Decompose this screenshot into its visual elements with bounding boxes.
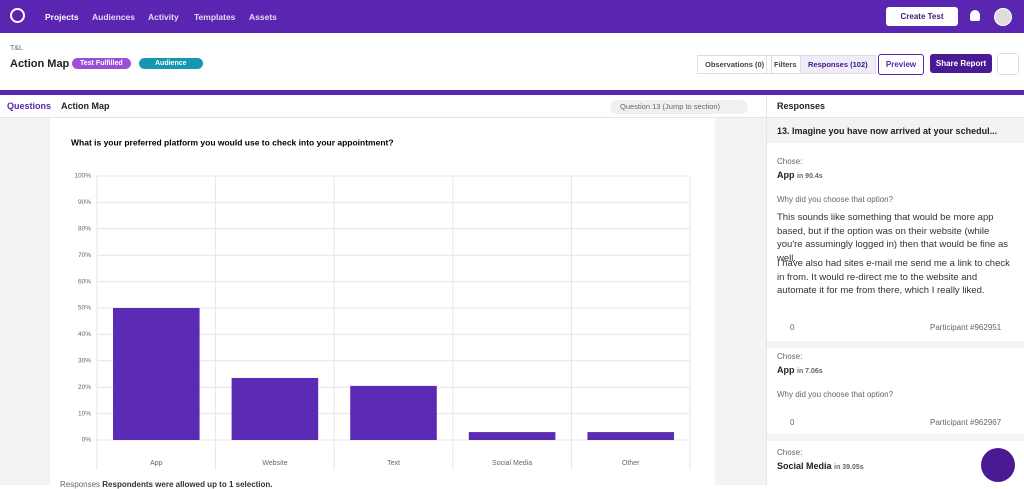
time: in 7.06s — [797, 368, 823, 375]
y-tick-label: 60% — [78, 278, 91, 285]
rule — [766, 95, 767, 485]
y-tick-label: 50% — [78, 305, 91, 312]
tab[interactable]: Responses (102) — [800, 55, 876, 74]
avatar[interactable] — [994, 8, 1012, 26]
y-tick-label: 10% — [78, 410, 91, 417]
chat-button[interactable] — [981, 448, 1015, 482]
rule — [0, 117, 1024, 118]
nav-item[interactable]: Activity — [148, 12, 179, 22]
likes[interactable]: 0 — [790, 418, 795, 427]
x-tick-label: Website — [262, 460, 287, 467]
participant[interactable]: Participant #962967 — [930, 418, 1002, 427]
share-button[interactable]: Share Report — [930, 54, 992, 73]
tab[interactable]: Filters — [766, 55, 805, 74]
time: in 39.05s — [834, 464, 864, 471]
separator — [767, 341, 1024, 348]
panel-title: Responses — [777, 101, 826, 111]
chart-title: What is your preferred platform you woul… — [71, 137, 394, 147]
panel-question: 13. Imagine you have now arrived at your… — [777, 126, 998, 136]
question-jump[interactable]: Question 13 (Jump to section) — [610, 100, 748, 114]
nav-item[interactable]: Audiences — [92, 12, 135, 22]
why-label: Why did you choose that option? — [777, 195, 894, 204]
likes[interactable]: 0 — [790, 323, 795, 332]
y-tick-label: 70% — [78, 252, 91, 259]
y-tick-label: 0% — [82, 437, 92, 444]
x-tick-label: Other — [622, 460, 640, 467]
why-label: Why did you choose that option? — [777, 390, 894, 399]
logo[interactable] — [10, 8, 25, 23]
nav-item[interactable]: Projects — [45, 12, 79, 22]
bar — [587, 432, 674, 440]
status-badge[interactable]: Test Fulfilled — [72, 58, 131, 69]
chose-label: Chose: — [777, 157, 803, 166]
breadcrumb[interactable]: T&L — [10, 45, 23, 52]
answer: App — [777, 365, 795, 375]
settings-button[interactable] — [997, 53, 1019, 75]
time: in 90.4s — [797, 173, 823, 180]
x-tick-label: Text — [387, 460, 400, 467]
top-nav — [0, 0, 1024, 33]
bar — [231, 377, 319, 440]
create-button[interactable]: Create Test — [886, 7, 958, 26]
y-tick-label: 20% — [78, 384, 91, 391]
bell-icon[interactable] — [970, 10, 980, 21]
divider — [0, 90, 1024, 95]
chose-label: Chose: — [777, 448, 803, 457]
response-text: I have also had sites e-mail me send me … — [777, 258, 1010, 296]
preview-button[interactable]: Preview — [878, 54, 924, 75]
y-tick-label: 90% — [78, 199, 91, 206]
page-title: Action Map — [10, 58, 70, 70]
questions-link[interactable]: Questions — [7, 101, 52, 111]
bar — [468, 432, 556, 440]
y-tick-label: 30% — [78, 358, 91, 365]
panel-question-bar — [767, 118, 1024, 143]
y-tick-label: 40% — [78, 331, 91, 338]
bar — [113, 308, 200, 440]
chart: What is your preferred platform you woul… — [71, 137, 691, 470]
y-tick-label: 100% — [74, 173, 91, 180]
participant[interactable]: Participant #962951 — [930, 323, 1002, 332]
response-text: This sounds like something that would be… — [777, 212, 1009, 264]
x-tick-label: App — [150, 460, 163, 467]
chose-label: Chose: — [777, 352, 803, 361]
y-tick-label: 80% — [78, 226, 91, 233]
separator — [767, 434, 1024, 441]
x-tick-label: Social Media — [492, 460, 532, 467]
audience-badge[interactable]: Audience — [139, 58, 203, 69]
nav-item[interactable]: Assets — [249, 12, 277, 22]
answer: App — [777, 170, 795, 180]
subheader-title: Action Map — [61, 101, 110, 111]
tab[interactable]: Observations (0) — [697, 55, 773, 74]
nav-item[interactable]: Templates — [194, 12, 236, 22]
bar — [350, 385, 437, 440]
answer: Social Media — [777, 461, 832, 471]
